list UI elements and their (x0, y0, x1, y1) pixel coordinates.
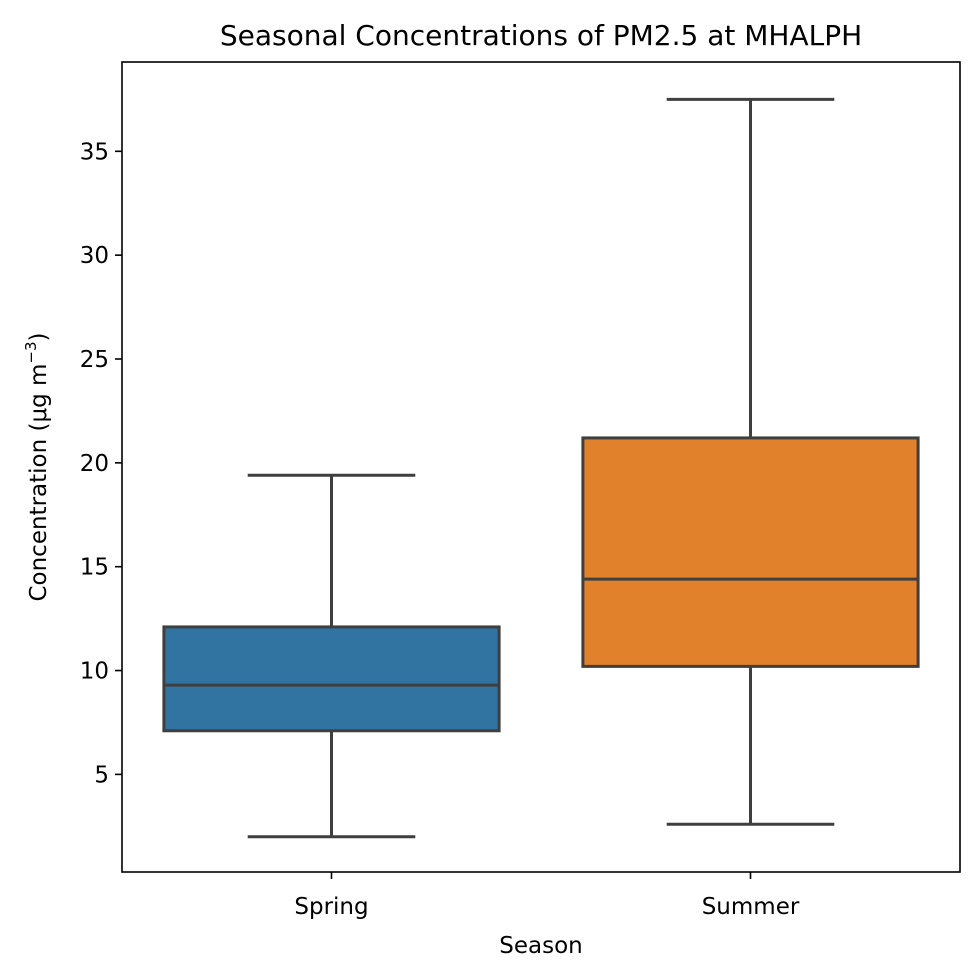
y-tick-label: 30 (80, 243, 109, 269)
y-tick-label: 10 (80, 659, 109, 685)
y-axis-label-superscript: −3 (22, 341, 40, 363)
y-tick-label: 25 (80, 347, 109, 373)
iqr-box-spring (162, 625, 501, 733)
y-tick-label: 5 (94, 762, 109, 788)
y-axis: 5 10 15 20 25 30 35 (80, 139, 122, 788)
y-tick-label: 35 (80, 139, 109, 165)
plot-area (162, 97, 920, 839)
x-axis-label: Season (499, 933, 582, 959)
x-axis: Spring Summer (294, 872, 800, 920)
y-axis-label: Concentration (μg m−3) (22, 332, 52, 601)
y-tick-label: 20 (80, 451, 109, 477)
iqr-box-summer (581, 436, 920, 668)
x-tick-label-spring: Spring (294, 894, 368, 920)
plot-frame (121, 61, 961, 873)
box-summer (581, 97, 920, 826)
chart-title: Seasonal Concentrations of PM2.5 at MHAL… (220, 19, 862, 52)
y-tick-label: 15 (80, 555, 109, 581)
box-spring (162, 473, 501, 839)
x-tick-label-summer: Summer (702, 894, 800, 920)
